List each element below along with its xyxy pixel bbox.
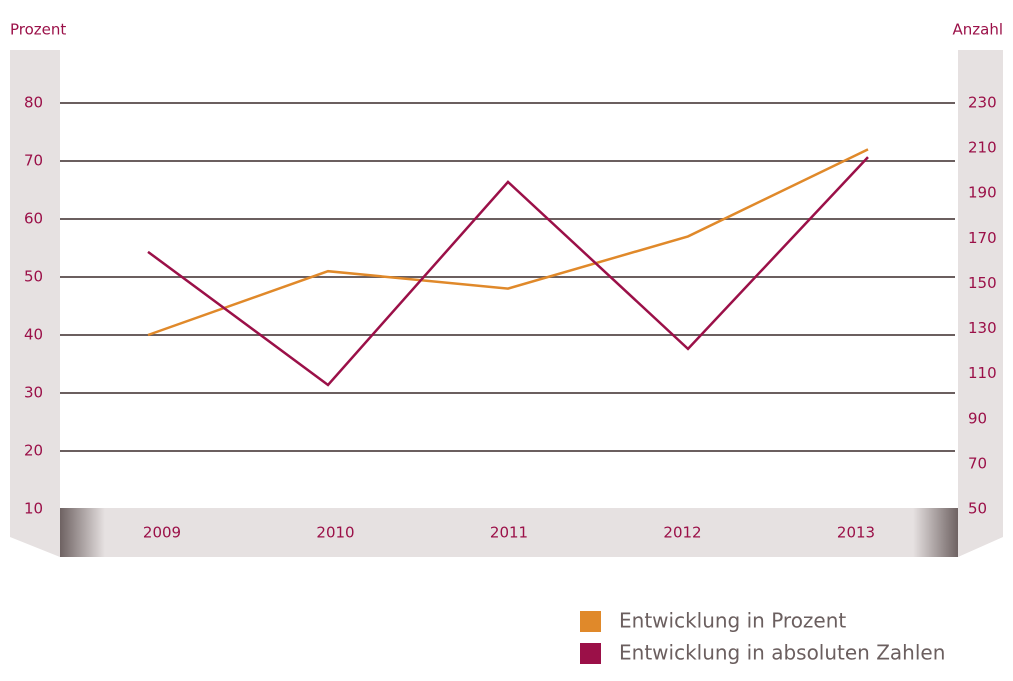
series-line: [147, 156, 869, 387]
y2-tick-label: 170: [968, 229, 997, 247]
category-band: [60, 508, 958, 557]
y2-tick-label: 230: [968, 94, 997, 112]
y2-tick-label: 210: [968, 139, 997, 157]
x-tick-label: 2009: [143, 524, 181, 542]
y2-tick-label: 130: [968, 319, 997, 337]
x-tick-label: 2013: [837, 524, 875, 542]
legend-swatch: [580, 611, 601, 632]
y-axis-label: Prozent: [10, 21, 66, 39]
y-tick-label: 10: [24, 500, 43, 518]
y2-tick-label: 110: [968, 364, 997, 382]
y-tick-label: 40: [24, 326, 43, 344]
x-tick-label: 2011: [490, 524, 528, 542]
y2-tick-label: 90: [968, 409, 987, 427]
x-tick-label: 2010: [316, 524, 354, 542]
legend-label: Entwicklung in absoluten Zahlen: [619, 641, 945, 665]
legend-label: Entwicklung in Prozent: [619, 609, 846, 633]
y-tick-label: 50: [24, 268, 43, 286]
y-tick-label: 80: [24, 94, 43, 112]
y-tick-label: 60: [24, 210, 43, 228]
y2-tick-label: 150: [968, 274, 997, 292]
left-axis-panel: [10, 50, 60, 557]
y2-tick-label: 50: [968, 500, 987, 518]
series-line: [147, 148, 869, 337]
y-tick-label: 70: [24, 152, 43, 170]
right-axis-panel: [958, 50, 1003, 557]
y-tick-label: 20: [24, 442, 43, 460]
y2-tick-label: 190: [968, 184, 997, 202]
legend-swatch: [580, 643, 601, 664]
y2-axis-label: Anzahl: [952, 21, 1003, 39]
y-tick-label: 30: [24, 384, 43, 402]
y2-tick-label: 70: [968, 454, 987, 472]
x-tick-label: 2012: [663, 524, 701, 542]
